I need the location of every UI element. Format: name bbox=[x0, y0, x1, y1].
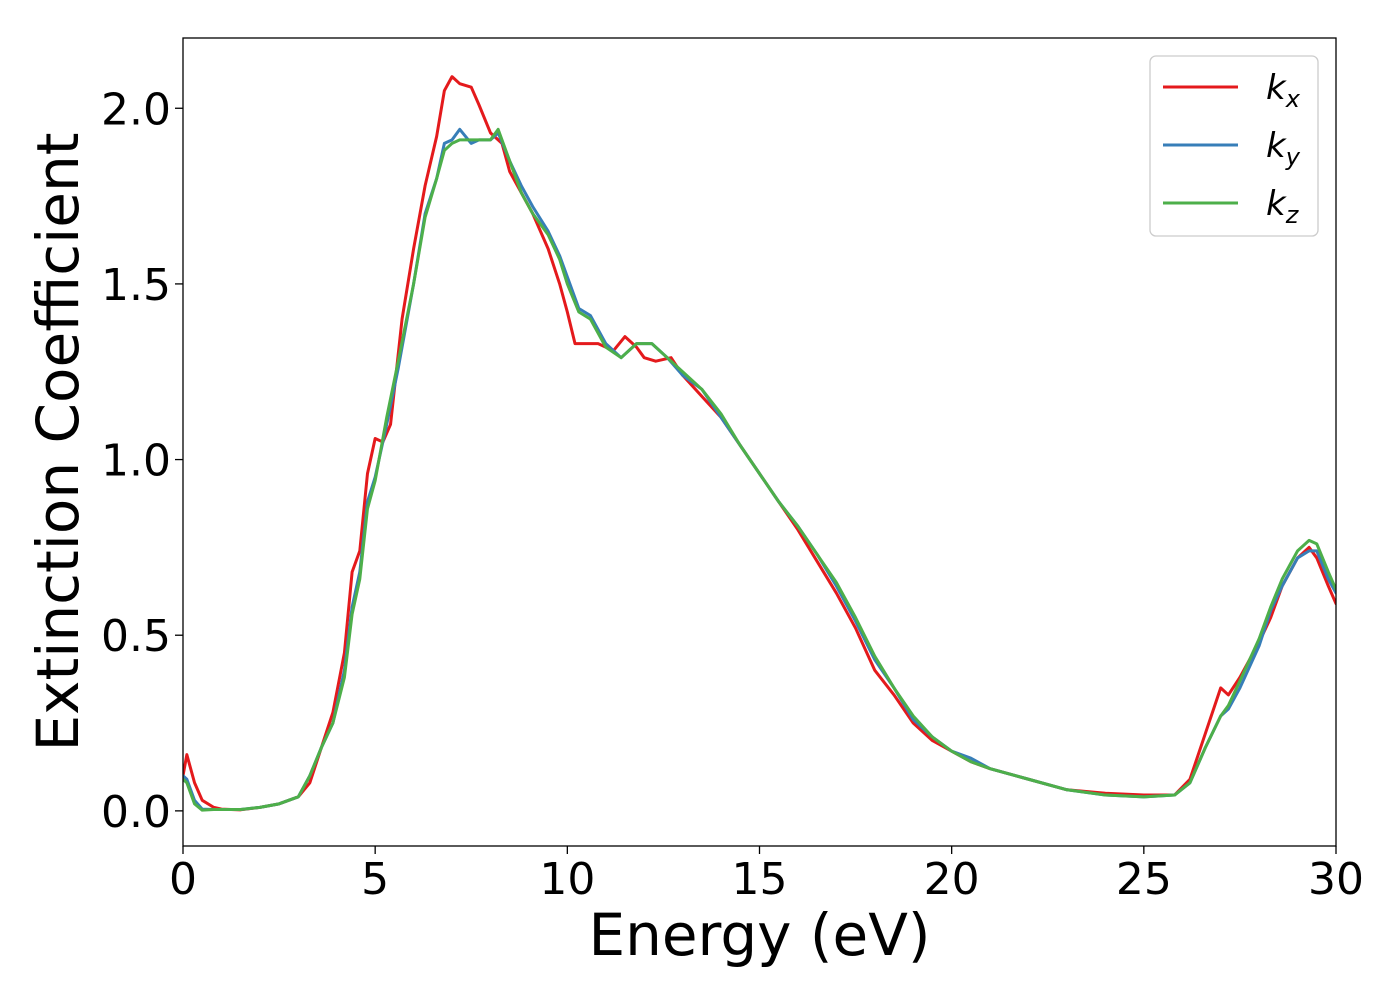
series-group bbox=[183, 75, 1336, 812]
x-tick-label: 0 bbox=[169, 854, 197, 905]
x-axis-label: Energy (eV) bbox=[588, 901, 930, 969]
x-tick-label: 20 bbox=[924, 854, 980, 905]
y-tick-label: 0.5 bbox=[101, 611, 171, 662]
legend-label-z: kz bbox=[1266, 184, 1300, 229]
x-tick-label: 15 bbox=[732, 854, 788, 905]
legend-label-y: ky bbox=[1266, 126, 1301, 171]
legend-label-base: k bbox=[1266, 126, 1287, 166]
x-tick-label: 5 bbox=[361, 854, 389, 905]
legend-label-x: kx bbox=[1266, 68, 1301, 113]
legend-label-subscript: y bbox=[1285, 143, 1301, 171]
x-tick-label: 25 bbox=[1116, 854, 1172, 905]
legend-label-subscript: z bbox=[1285, 201, 1300, 229]
y-tick-label: 2.0 bbox=[101, 84, 171, 135]
legend-label-subscript: x bbox=[1285, 85, 1301, 113]
x-axis: 0 5 10 15 20 25 30 bbox=[169, 846, 1364, 905]
y-axis: 0.0 0.5 1.0 1.5 2.0 bbox=[101, 84, 183, 838]
legend-label-base: k bbox=[1266, 184, 1287, 224]
y-axis-label: Extinction Coefficient bbox=[24, 133, 92, 752]
x-tick-label: 30 bbox=[1308, 854, 1364, 905]
x-tick-label: 10 bbox=[539, 854, 595, 905]
y-tick-label: 1.5 bbox=[101, 260, 171, 311]
series-line-z bbox=[183, 127, 1336, 812]
y-tick-label: 0.0 bbox=[101, 787, 171, 838]
y-tick-label: 1.0 bbox=[101, 436, 171, 487]
legend-label-base: k bbox=[1266, 68, 1287, 108]
